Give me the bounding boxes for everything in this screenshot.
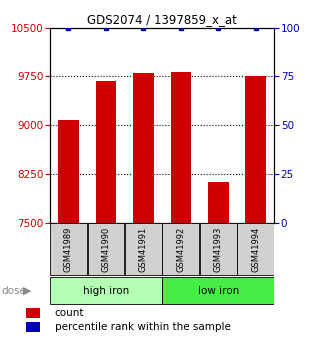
Text: GSM41990: GSM41990 (101, 227, 110, 272)
Bar (88, 223, 124, 275)
Text: low iron: low iron (198, 286, 239, 296)
Bar (50, 277, 162, 304)
Text: GSM41993: GSM41993 (214, 227, 223, 272)
Text: GSM41994: GSM41994 (251, 227, 260, 272)
Bar (133, 73, 154, 223)
Bar (162, 223, 199, 275)
Bar (96, 81, 116, 223)
Bar (162, 277, 274, 304)
Bar (246, 76, 266, 223)
Bar (26, 308, 39, 318)
Text: dose: dose (2, 286, 26, 296)
Bar (125, 223, 162, 275)
Text: count: count (55, 308, 84, 318)
Bar (208, 181, 229, 223)
Bar (58, 120, 79, 223)
Title: GDS2074 / 1397859_x_at: GDS2074 / 1397859_x_at (87, 13, 237, 27)
Bar (170, 72, 191, 223)
Text: ▶: ▶ (23, 286, 32, 296)
Bar (26, 322, 39, 332)
Text: high iron: high iron (83, 286, 129, 296)
Text: percentile rank within the sample: percentile rank within the sample (55, 322, 230, 332)
Bar (237, 223, 274, 275)
Bar (50, 223, 87, 275)
Bar (200, 223, 237, 275)
Text: GSM41992: GSM41992 (176, 227, 185, 272)
Text: GSM41989: GSM41989 (64, 227, 73, 272)
Text: GSM41991: GSM41991 (139, 227, 148, 272)
